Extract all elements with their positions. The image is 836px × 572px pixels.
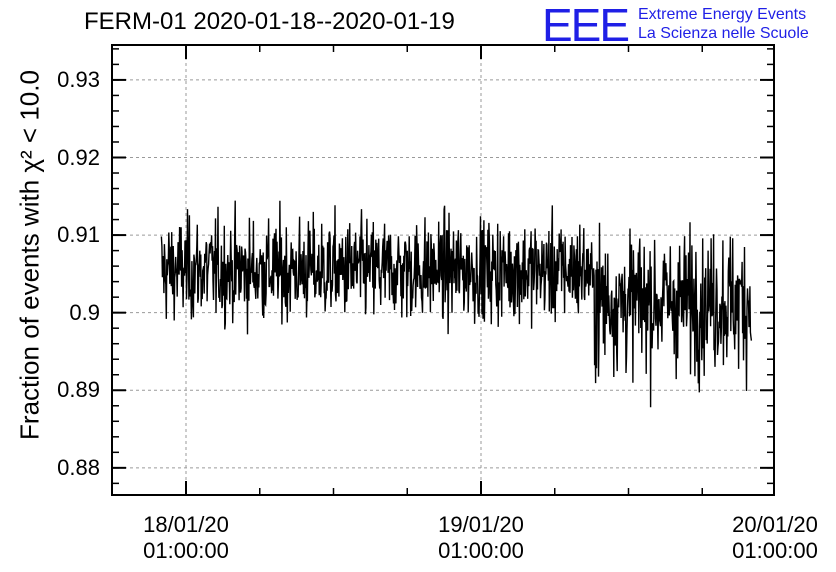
chart-title: FERM-01 2020-01-18--2020-01-19 <box>84 8 455 35</box>
plot-frame <box>111 44 775 496</box>
y-tick-label: 0.92 <box>57 144 100 170</box>
x-tick-label: 20/01/20 01:00:00 <box>732 512 818 564</box>
x-tick-date: 19/01/20 <box>438 512 524 537</box>
axis-ticks <box>111 45 774 495</box>
series-layer <box>160 200 753 408</box>
y-tick-label: 0.89 <box>57 377 100 403</box>
x-tick-date: 20/01/20 <box>732 512 818 537</box>
x-tick-date: 18/01/20 <box>143 512 229 537</box>
y-tick-label: 0.9 <box>69 299 100 325</box>
logo-subtitle-1: Extreme Energy Events <box>638 6 807 23</box>
y-axis-label: Fraction of events with χ² < 10.0 <box>15 70 46 440</box>
x-tick-label: 18/01/20 01:00:00 <box>143 512 229 564</box>
x-tick-label: 19/01/20 01:00:00 <box>438 512 524 564</box>
logo-subtitle-2: La Scienza nelle Scuole <box>638 25 809 42</box>
series-line <box>160 200 753 408</box>
x-tick-time: 01:00:00 <box>438 538 524 563</box>
x-tick-time: 01:00:00 <box>143 538 229 563</box>
x-tick-time: 01:00:00 <box>732 538 818 563</box>
y-tick-label: 0.88 <box>57 454 100 480</box>
y-tick-label: 0.93 <box>57 66 100 92</box>
y-axis-label-text: Fraction of events with χ² < 10.0 <box>14 70 45 440</box>
y-tick-label: 0.91 <box>57 222 100 248</box>
eee-logo: EEE <box>542 0 630 51</box>
